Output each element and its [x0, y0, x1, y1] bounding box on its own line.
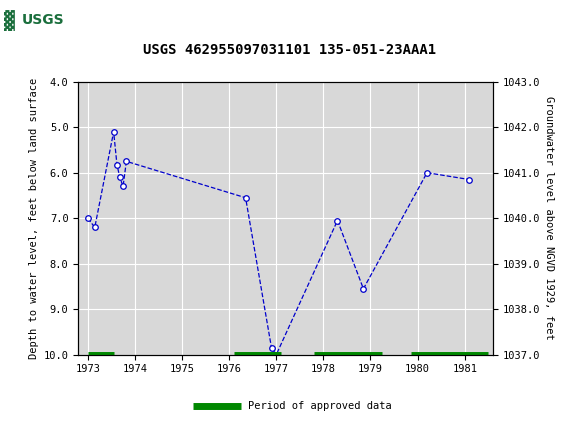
Y-axis label: Depth to water level, feet below land surface: Depth to water level, feet below land su…	[30, 77, 39, 359]
Text: ▓: ▓	[4, 10, 15, 31]
Y-axis label: Groundwater level above NGVD 1929, feet: Groundwater level above NGVD 1929, feet	[545, 96, 554, 340]
Bar	[3, 3, 67, 37]
Text: USGS 462955097031101 135-051-23AAA1: USGS 462955097031101 135-051-23AAA1	[143, 43, 437, 57]
Text: USGS: USGS	[22, 13, 64, 28]
Text: Period of approved data: Period of approved data	[248, 401, 392, 412]
